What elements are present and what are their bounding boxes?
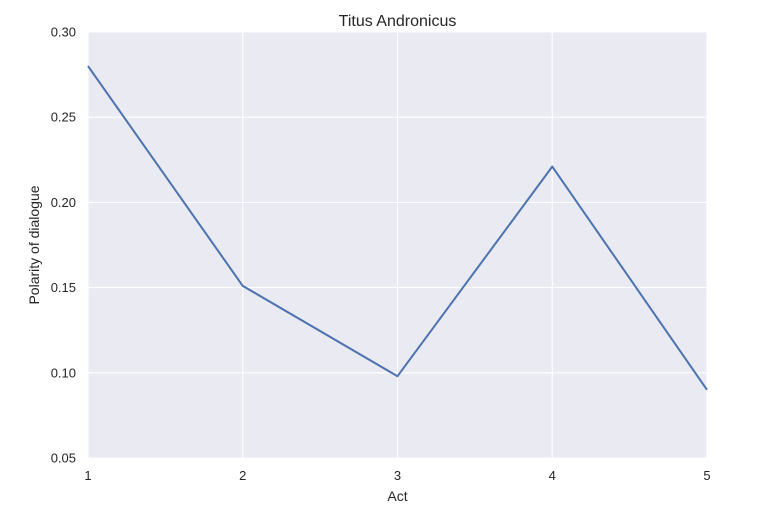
y-tick-labels: 0.05 0.10 0.15 0.20 0.25 0.30 xyxy=(51,25,76,466)
y-tick-label: 0.15 xyxy=(51,280,76,295)
x-tick-label: 3 xyxy=(394,468,401,483)
series-layer xyxy=(87,65,708,391)
y-tick-label: 0.25 xyxy=(51,110,76,125)
x-tick-label: 4 xyxy=(549,468,556,483)
x-tick-label: 5 xyxy=(703,468,710,483)
y-axis-label: Polarity of dialogue xyxy=(26,185,42,304)
x-tick-label: 2 xyxy=(239,468,246,483)
series-line xyxy=(87,65,708,391)
chart-title: Titus Andronicus xyxy=(339,13,457,30)
y-tick-label: 0.10 xyxy=(51,365,76,380)
y-tick-label: 0.05 xyxy=(51,451,76,466)
x-axis-label: Act xyxy=(387,488,407,504)
y-tick-label: 0.30 xyxy=(51,25,76,40)
x-tick-label: 1 xyxy=(84,468,91,483)
x-tick-labels: 1 2 3 4 5 xyxy=(84,468,710,483)
y-tick-label: 0.20 xyxy=(51,195,76,210)
grid-lines xyxy=(87,31,708,459)
